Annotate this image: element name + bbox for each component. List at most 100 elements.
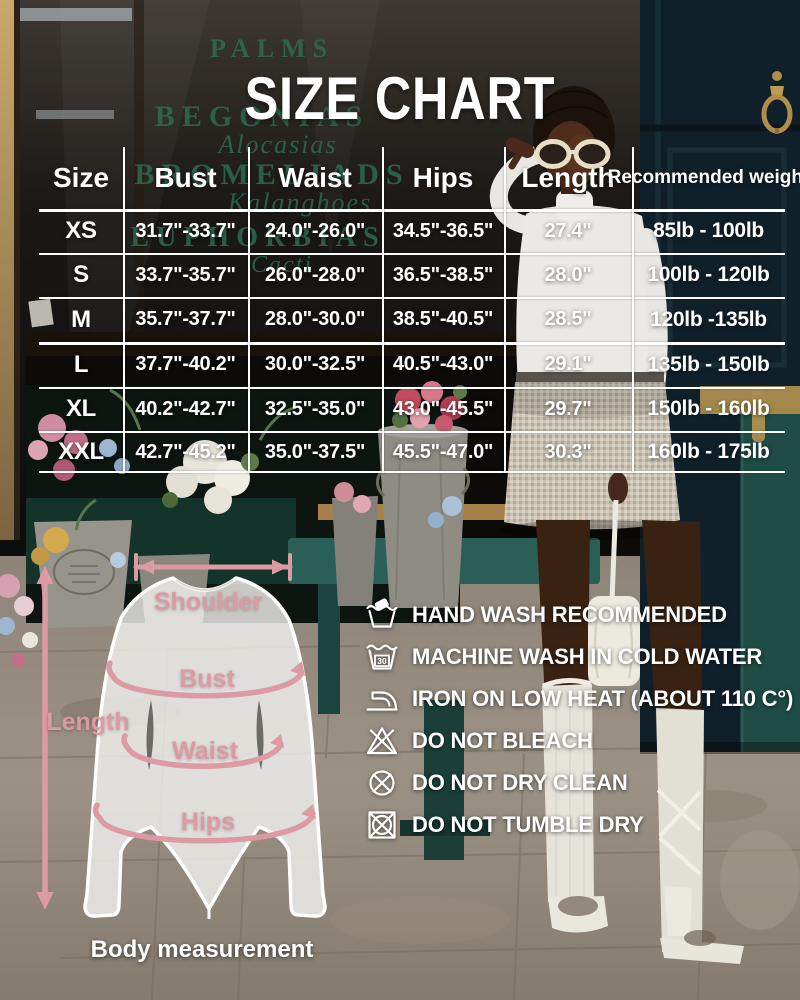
diagram-label-length: Length (46, 708, 130, 736)
table-line (504, 147, 506, 473)
waist-cell: 26.0"-28.0" (264, 263, 366, 286)
length-cell: 28.5" (544, 308, 592, 330)
bust-cell: 35.7"-37.7" (135, 308, 236, 330)
column-header-weight: Recommended weight (607, 167, 800, 189)
weight-cell: 160lb - 175lb (647, 440, 770, 463)
weight-cell: 135lb - 150lb (647, 352, 770, 376)
length-cell: 30.3" (544, 440, 592, 463)
wall-trim (0, 0, 14, 540)
model-photo (489, 86, 744, 964)
care-instruction-row: HAND WASH RECOMMENDED (365, 598, 793, 632)
bust-cell: 33.7"-35.7" (135, 263, 236, 286)
hips-cell: 34.5"-36.5" (392, 219, 494, 242)
table-line (39, 387, 785, 389)
weight-cell: 85lb - 100lb (653, 219, 764, 242)
size-cell: XL (65, 395, 97, 422)
handbag (588, 596, 640, 686)
size-cell: M (71, 305, 91, 333)
care-instruction-label: IRON ON LOW HEAT (ABOUT 110 C°) (412, 686, 794, 711)
svg-text:30: 30 (377, 656, 387, 666)
size-cell: S (73, 261, 89, 288)
length-cell: 29.1" (544, 353, 592, 375)
door-handle (752, 388, 765, 442)
diagram-caption: Body measurement (90, 936, 314, 963)
measurement-arrows (36, 553, 316, 910)
window-word: Kalanghoes (227, 188, 373, 217)
tweed-skirt (504, 382, 680, 530)
weight-cell: 120lb -135lb (650, 307, 767, 331)
waist-cell: 35.0"-37.5" (264, 440, 366, 463)
waist-cell: 28.0"-30.0" (264, 308, 366, 330)
window-word: BROMELIADS (134, 158, 410, 191)
sunglasses (534, 139, 611, 169)
bust-cell: 31.7"-33.7" (135, 219, 236, 242)
care-instruction-label: MACHINE WASH IN COLD WATER (412, 644, 763, 669)
care-instruction-row: DO NOT DRY CLEAN (365, 766, 793, 800)
body-measurement-diagram (36, 553, 327, 919)
table-line (39, 342, 785, 345)
flower-display (0, 381, 600, 860)
bust-cell: 42.7"-45.2" (135, 440, 236, 463)
waist-cell: 24.0"-26.0" (264, 219, 366, 242)
column-header-bust: Bust (154, 162, 217, 193)
table-line (248, 147, 250, 473)
diagram-label-bust: Bust (179, 665, 235, 693)
care-instruction-label: DO NOT TUMBLE DRY (412, 812, 644, 837)
hips-cell: 45.5"-47.0" (392, 440, 494, 463)
table-line (39, 297, 785, 299)
care-instruction-label: DO NOT DRY CLEAN (412, 770, 628, 795)
column-header-length: Length (521, 162, 615, 193)
column-header-hips: Hips (412, 162, 474, 193)
machine-wash-cold-icon: 30 (366, 644, 398, 670)
size-cell: L (73, 350, 89, 378)
waist-cell: 32.5"-35.0" (264, 397, 366, 420)
iron-low-heat-icon (366, 691, 398, 711)
care-instruction-row: DO NOT BLEACH (365, 724, 793, 758)
column-header-waist: Waist (278, 162, 352, 193)
bust-cell: 40.2"-42.7" (135, 397, 236, 420)
diagram-label-waist: Waist (172, 737, 238, 765)
do-not-bleach-icon (366, 727, 398, 755)
bodysuit-silhouette (83, 576, 327, 919)
hips-cell: 40.5"-43.0" (392, 353, 494, 375)
care-instruction-row: DO NOT TUMBLE DRY (365, 808, 793, 842)
window-word: EUPHORBIAS (130, 222, 386, 253)
size-cell: XXL (58, 438, 104, 465)
table-line (39, 209, 785, 212)
care-instruction-label: DO NOT BLEACH (412, 728, 593, 753)
bust-cell: 37.7"-40.2" (135, 353, 236, 375)
door-knocker (761, 71, 793, 134)
hips-cell: 43.0"-45.5" (392, 397, 494, 420)
table-line (39, 471, 785, 473)
table-line (123, 147, 125, 473)
window-word: BEGONIAS (154, 100, 370, 133)
care-instructions: HAND WASH RECOMMENDED 30 MACHINE WASH IN… (365, 598, 793, 842)
waist-cell: 30.0"-32.5" (264, 353, 366, 375)
window-word: PALMS (209, 34, 335, 63)
size-cell: XS (65, 217, 97, 244)
flower-cluster (0, 381, 467, 667)
do-not-dry-clean-icon (369, 770, 395, 796)
do-not-tumble-dry-icon (368, 811, 396, 839)
diagram-label-shoulder: Shoulder (153, 588, 263, 616)
length-cell: 28.0" (544, 263, 592, 286)
table-line (632, 147, 634, 473)
column-header-size: Size (52, 162, 110, 193)
window-word: Cacti (251, 252, 313, 278)
table-line (382, 147, 384, 473)
length-cell: 29.7" (544, 397, 592, 420)
size-table: Size Bust Waist Hips Length Recommended … (39, 147, 800, 473)
hand-wash-icon (366, 598, 398, 628)
care-instruction-label: HAND WASH RECOMMENDED (412, 602, 727, 627)
weight-cell: 100lb - 120lb (647, 263, 770, 286)
table-line (39, 431, 785, 433)
care-instruction-row: IRON ON LOW HEAT (ABOUT 110 C°) (365, 682, 793, 716)
length-cell: 27.4" (544, 219, 592, 242)
page-title: SIZE CHART (244, 65, 556, 132)
hips-cell: 38.5"-40.5" (392, 308, 494, 330)
weight-cell: 150lb - 160lb (647, 397, 770, 420)
table-line (39, 253, 785, 255)
care-instruction-row: 30 MACHINE WASH IN COLD WATER (365, 640, 793, 674)
hips-cell: 36.5"-38.5" (392, 263, 494, 286)
